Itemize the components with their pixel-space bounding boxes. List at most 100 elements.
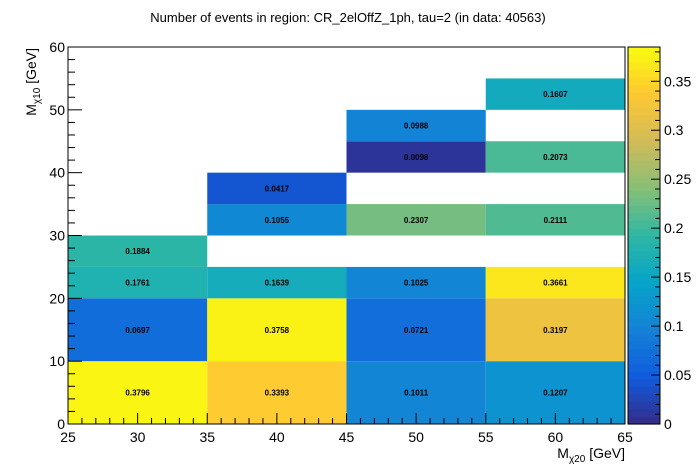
heatmap-cell bbox=[346, 109, 486, 142]
color-bar-segment bbox=[628, 371, 660, 380]
color-bar-segment bbox=[628, 160, 660, 169]
cell-value-label: 0.0697 bbox=[125, 326, 150, 335]
color-bar-segment bbox=[628, 77, 660, 86]
color-bar-tick-label: 0.1 bbox=[664, 318, 684, 334]
y-axis-label-main: M bbox=[23, 104, 39, 116]
x-axis-label-subscript: χ20 bbox=[569, 454, 586, 465]
color-bar: 0 0.05 0.1 0.15 0.2 0.25 0.3 0.35 bbox=[627, 46, 691, 432]
heatmap-cell bbox=[207, 298, 347, 362]
heatmap-cell bbox=[68, 235, 208, 267]
y-axis-label-subscript: χ10 bbox=[32, 87, 43, 104]
heatmap-cell bbox=[346, 298, 486, 362]
color-bar-segment bbox=[628, 220, 660, 229]
x-tick-label: 45 bbox=[339, 429, 355, 445]
x-tick-label: 65 bbox=[617, 429, 633, 445]
color-bar-segment bbox=[628, 318, 660, 327]
heatmap-cell bbox=[346, 141, 486, 173]
y-tick-label: 60 bbox=[49, 39, 65, 55]
color-bar-segment bbox=[628, 243, 660, 252]
y-tick-label: 0 bbox=[57, 416, 65, 432]
heatmap-cell bbox=[485, 141, 625, 173]
color-bar-tick-label: 0.15 bbox=[664, 269, 691, 285]
heatmap-cells: 0.3796 0.0697 0.1761 0.1884 0.3393 0.3758 0.16… bbox=[68, 78, 625, 424]
cell-value-label: 0.1207 bbox=[543, 389, 568, 398]
color-bar-segment bbox=[628, 145, 660, 154]
color-bar-tick-label: 0.25 bbox=[664, 171, 691, 187]
heatmap-cell bbox=[485, 298, 625, 362]
color-bar-segment bbox=[628, 303, 660, 312]
heatmap-cell bbox=[68, 298, 208, 362]
cell-value-label: 0.3393 bbox=[265, 389, 290, 398]
color-bar-segment bbox=[628, 107, 660, 116]
x-tick-label: 25 bbox=[60, 429, 76, 445]
x-axis: 25 30 35 40 45 50 55 60 65 bbox=[60, 413, 633, 445]
heatmap-cell bbox=[485, 78, 625, 110]
color-bar-tick-label: 0 bbox=[664, 416, 672, 432]
color-bar-segment bbox=[628, 258, 660, 267]
color-bar-border bbox=[627, 46, 661, 425]
color-bar-segment bbox=[628, 227, 660, 237]
color-bar-tick-label: 0.2 bbox=[664, 220, 684, 236]
color-bar-tick-label: 0.3 bbox=[664, 122, 684, 138]
cell-value-label: 0.0098 bbox=[404, 153, 429, 162]
cell-value-label: 0.3197 bbox=[543, 326, 568, 335]
color-bar-segment bbox=[628, 175, 660, 184]
color-bar-segment bbox=[628, 182, 660, 191]
color-bar-segment bbox=[628, 378, 660, 387]
color-bar-segment bbox=[628, 250, 660, 259]
color-bar-segment bbox=[628, 84, 660, 93]
heatmap-cell bbox=[485, 204, 625, 236]
cell-value-label: 0.0417 bbox=[265, 184, 290, 193]
color-bar-segment bbox=[628, 197, 660, 206]
y-tick-label: 10 bbox=[49, 353, 65, 369]
color-bar-segment bbox=[628, 190, 660, 199]
color-bar-tick-label: 0.35 bbox=[664, 73, 691, 89]
cell-value-label: 0.1011 bbox=[404, 389, 429, 398]
color-bar-segment bbox=[628, 295, 660, 304]
color-bar-segment bbox=[628, 408, 660, 418]
cell-value-label: 0.1884 bbox=[125, 247, 150, 256]
y-axis: 0 10 20 30 40 50 60 bbox=[49, 39, 82, 432]
chart-title: Number of events in region: CR_2elOffZ_1… bbox=[150, 10, 545, 25]
x-axis-label-unit: [GeV] bbox=[585, 445, 625, 461]
color-bar-segment bbox=[628, 280, 660, 289]
color-bar-segment bbox=[628, 205, 660, 214]
cell-value-label: 0.3796 bbox=[125, 389, 150, 398]
color-bar-segment bbox=[628, 386, 660, 395]
x-tick-label: 60 bbox=[548, 429, 564, 445]
color-bar-segment bbox=[628, 69, 660, 78]
x-tick-label: 30 bbox=[130, 429, 146, 445]
color-bar-segment bbox=[628, 363, 660, 372]
y-axis-label: Mχ10 [GeV] bbox=[23, 48, 43, 116]
color-bar-segment bbox=[628, 310, 660, 320]
heatmap-cell bbox=[485, 266, 625, 299]
y-tick-label: 50 bbox=[49, 102, 65, 118]
y-axis-label-unit: [GeV] bbox=[23, 48, 39, 88]
y-tick-label: 40 bbox=[49, 165, 65, 181]
heatmap-cell bbox=[346, 266, 486, 299]
color-bar-segment bbox=[628, 92, 660, 101]
color-bar-segment bbox=[628, 235, 660, 244]
color-bar-segment bbox=[628, 54, 660, 63]
color-bar-segment bbox=[628, 356, 660, 365]
heatmap-cell bbox=[346, 204, 486, 236]
x-tick-label: 50 bbox=[408, 429, 424, 445]
color-bar-segment bbox=[628, 47, 660, 56]
cell-value-label: 0.2111 bbox=[544, 216, 568, 225]
color-bar-segment bbox=[628, 137, 660, 146]
cell-value-label: 0.1761 bbox=[125, 279, 150, 288]
y-tick-label: 30 bbox=[49, 228, 65, 244]
cell-value-label: 0.1607 bbox=[543, 90, 568, 99]
cell-value-label: 0.1025 bbox=[404, 279, 429, 288]
x-tick-label: 35 bbox=[199, 429, 215, 445]
color-bar-segment bbox=[628, 393, 660, 402]
color-bar-segment bbox=[628, 212, 660, 222]
x-axis-label-main: M bbox=[557, 445, 569, 461]
color-bar-segment bbox=[628, 288, 660, 297]
color-bar-segment bbox=[628, 167, 660, 176]
cell-value-label: 0.3661 bbox=[543, 279, 568, 288]
color-bar-segment bbox=[628, 152, 660, 161]
color-bar-segment bbox=[628, 341, 660, 350]
x-tick-label: 55 bbox=[478, 429, 494, 445]
